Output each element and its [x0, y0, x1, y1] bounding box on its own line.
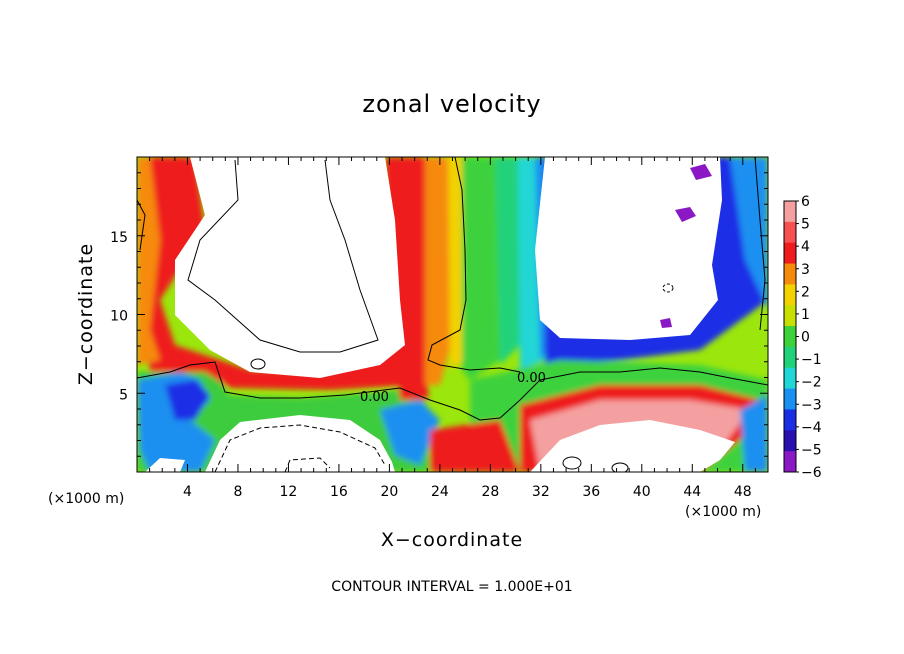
velocity-field: [137, 157, 768, 472]
colorbar-label: −6: [801, 465, 822, 481]
colorbar-label: −3: [801, 397, 822, 413]
saturated-region-lower-left: [205, 415, 395, 472]
x-tick-label: 36: [582, 484, 600, 500]
colorbar-swatch: [784, 409, 796, 431]
x-tick-label: 8: [233, 484, 242, 500]
y-tick-label: 15: [110, 230, 128, 246]
x-tick-label: 48: [734, 484, 752, 500]
contour-small-loop-3: [611, 462, 629, 472]
x-axis-unit-left: (×1000 m): [48, 491, 124, 507]
colorbar-swatch: [784, 346, 796, 369]
contour-left-edge: [137, 199, 146, 251]
saturated-regions: [145, 157, 735, 472]
colorbar-label: 0: [801, 330, 810, 346]
contour-label-right: 0.00: [517, 371, 546, 386]
colorbar-label: 3: [801, 262, 810, 278]
y-tick-label: 5: [119, 387, 128, 403]
x-tick-label: 20: [380, 484, 398, 500]
chart-title: zonal velocity: [362, 90, 541, 118]
colorbar-swatch: [784, 430, 796, 452]
field-region-cyan: [380, 400, 440, 465]
y-axis-ticks: 5 10 15: [110, 172, 768, 457]
colorbar-swatch: [784, 263, 796, 285]
colorbar-label: −2: [801, 375, 822, 391]
colorbar-label: −5: [801, 442, 822, 458]
colorbar-label: −4: [801, 420, 822, 436]
colorbar-swatch: [784, 242, 796, 265]
colorbar-swatch: [784, 367, 796, 390]
colorbar-swatch: [784, 326, 796, 348]
purple-spot-3: [660, 318, 672, 328]
x-tick-label: 16: [330, 484, 348, 500]
field-region-left-orange: [137, 157, 160, 365]
contour-small-loop-4: [662, 283, 674, 293]
x-tick-label: 40: [633, 484, 651, 500]
saturated-region-upper-right: [535, 157, 722, 340]
contour-label-left: 0.00: [360, 390, 389, 405]
colorbar-label: 5: [801, 217, 810, 233]
contour-negative-dashed-inner: [284, 457, 331, 472]
contour-zero-left: [137, 361, 768, 421]
colorbar-label: −1: [801, 352, 822, 368]
colorbar: 6 5 4 3 2 1 0 −1 −2 −3 −4 −5 −6: [783, 194, 822, 481]
contour-negative-dashed: [214, 424, 386, 472]
field-region-teal-band: [495, 157, 525, 365]
x-tick-label: 44: [683, 484, 701, 500]
field-region-green-band: [462, 157, 500, 380]
contour-lines: [137, 157, 768, 472]
contour-small-loop-1: [250, 358, 266, 370]
colorbar-swatch: [784, 305, 796, 327]
colorbar-label: 1: [801, 307, 810, 323]
contour-right-edge: [754, 157, 766, 331]
field-region-right-bottom-blue: [740, 395, 768, 472]
x-tick-label: 32: [532, 484, 550, 500]
colorbar-swatch: [784, 201, 796, 223]
field-region-blue-core: [165, 380, 210, 420]
purple-spot-1: [675, 207, 696, 222]
colorbar-label: 2: [801, 284, 810, 300]
colorbar-label: 4: [801, 239, 810, 255]
colorbar-swatch: [784, 451, 796, 473]
x-axis-label: X−coordinate: [381, 529, 523, 551]
saturated-region-upper-left: [175, 157, 405, 378]
contour-small-loop-2: [562, 456, 582, 470]
x-tick-label: 28: [481, 484, 499, 500]
contour-interval-note: CONTOUR INTERVAL = 1.000E+01: [331, 579, 572, 595]
x-axis-ticks: 4 8 12 16 20 24 28 32 36 40 44 48: [149, 157, 769, 500]
x-tick-label: 12: [280, 484, 298, 500]
x-tick-label: 24: [431, 484, 449, 500]
field-region-center-yellow: [448, 157, 465, 370]
field-region-center-orange: [425, 157, 455, 385]
x-axis-unit-right: (×1000 m): [685, 504, 761, 520]
purple-spot-2: [690, 164, 712, 180]
colorbar-swatch: [784, 221, 796, 244]
contour-positive-thin: [187, 159, 379, 353]
colorbar-label: 6: [801, 194, 810, 210]
y-tick-label: 10: [110, 309, 128, 325]
field-region-bottom-center-red: [430, 420, 520, 472]
y-axis-label: Z−coordinate: [75, 243, 97, 385]
colorbar-swatch: [784, 284, 796, 306]
colorbar-swatch: [784, 388, 796, 410]
field-region-left-red: [140, 157, 425, 390]
x-tick-label: 4: [183, 484, 192, 500]
contour-zero-center: [427, 157, 521, 373]
saturated-region-lower-right: [530, 420, 735, 472]
